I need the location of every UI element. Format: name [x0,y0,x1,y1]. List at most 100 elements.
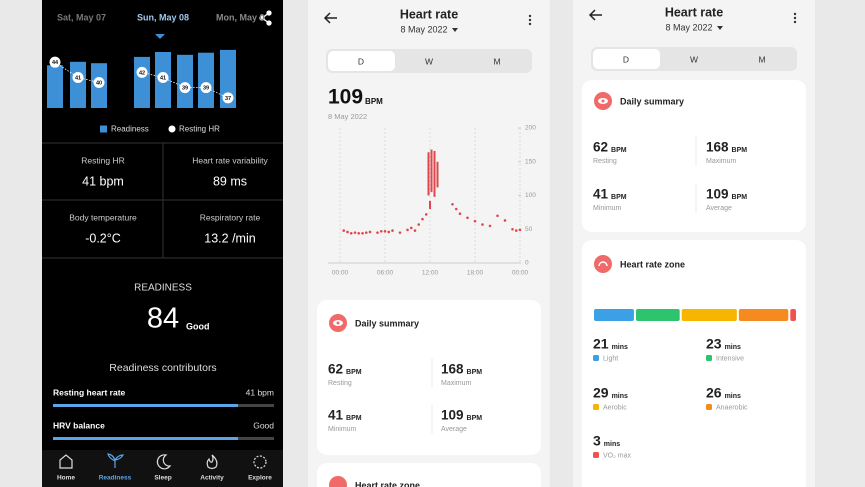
share-icon[interactable] [259,10,272,26]
y-tick-label: 0 [525,260,529,267]
hr-point [466,216,469,220]
stat-label: Resting HR [81,155,124,165]
nav-label[interactable]: Home [57,475,75,482]
selected-day-marker [155,34,165,39]
date: Sat, May 07 [57,12,106,22]
readiness-rating: Good [186,321,210,331]
menu-dot [528,18,532,22]
stat-label: Average [441,426,467,433]
zone-minutes: 3 [593,433,601,449]
screen-date: 8 May 2022 [400,24,447,34]
dropdown-caret[interactable] [452,28,458,32]
tab[interactable]: M [493,56,500,66]
back-arrow[interactable] [588,9,602,21]
zone-minutes: 21 [593,336,609,352]
stat-unit: BPM [732,147,748,154]
hr-point [383,229,387,233]
tab[interactable]: M [758,54,765,64]
activity-icon[interactable] [206,454,218,470]
zone-unit: mins [612,344,628,351]
hr-point [518,228,522,232]
zone-card [582,240,806,487]
stat-unit: BPM [611,147,627,154]
stat-label: Minimum [593,205,622,212]
stat-label: Resting [593,158,617,165]
stat-label: Heart rate variability [192,155,268,165]
gauge [598,261,608,267]
resting-hr-label: 41 [75,75,81,81]
stat-value: 41 bpm [82,174,124,188]
share-dot [266,10,272,16]
readiness-bar [177,54,193,108]
stat-value: -0.2°C [85,231,121,245]
hr-range [427,152,430,196]
card-title: Daily summary [620,96,684,106]
x-tick-label: 06:00 [377,270,394,277]
readiness-bar [198,52,214,108]
nav-label[interactable]: Activity [200,475,224,482]
x-tick-label: 12:00 [422,270,439,277]
nav-label[interactable]: Explore [248,475,272,482]
home-icon[interactable] [59,454,73,469]
screen-date: 8 May 2022 [665,22,712,32]
zone-label: Light [603,355,618,362]
stat-label: Maximum [706,158,737,165]
y-tick-label: 100 [525,192,536,199]
stat-value: 109 [706,187,729,202]
nav-label[interactable]: Readiness [99,475,132,482]
tab[interactable]: D [358,56,364,66]
stat-unit: BPM [346,369,362,376]
card-title: Daily summary [355,318,419,328]
menu-dot[interactable] [793,12,797,16]
resting-hr-dot [157,71,169,83]
tab[interactable]: W [690,54,698,64]
hr-point [409,226,413,230]
hr-point [451,202,454,206]
legend-label: Readiness [111,125,149,134]
hr-point [511,227,514,231]
screen-title: Heart rate [400,7,458,21]
stat-label: Average [706,205,732,212]
share-dot [266,20,272,26]
legend-swatch [168,125,176,133]
back-arrow[interactable] [323,12,337,24]
menu-dot[interactable] [528,14,532,18]
legend-swatch [100,125,107,133]
nav-icons [59,453,267,470]
hr-point [361,232,364,235]
nav-label[interactable]: Sleep [154,475,171,482]
resting-hr-label: 39 [182,86,188,92]
current-unit: BPM [365,97,383,106]
stat-value: 168 [706,140,729,155]
dropdown-caret[interactable] [717,26,723,30]
menu-dot [793,16,797,20]
hr-point [357,232,361,235]
date: Mon, May 0 [216,12,265,22]
tab[interactable]: D [623,54,629,64]
tab-selected[interactable] [593,49,660,69]
hr-point [473,219,477,223]
explore-icon[interactable] [253,455,267,469]
tab[interactable]: W [425,56,433,66]
readiness-icon[interactable] [107,453,124,468]
stat-value: 89 ms [213,174,247,188]
readiness-bar [47,65,63,108]
hr-point [406,228,409,232]
stat-value: 41 [593,187,609,202]
middle-header-icons [323,9,602,24]
tab-selected[interactable] [328,51,395,71]
y-tick-label: 50 [525,226,533,233]
zone-label: Intensive [716,355,744,362]
zone-label: Aerobic [603,404,627,411]
stat-unit: BPM [611,194,627,201]
stat-value: 41 [328,408,344,423]
pupil [601,99,605,103]
sleep-icon[interactable] [156,454,172,470]
zone-dot [593,355,599,361]
stat-unit: BPM [467,415,483,422]
zone-segment [738,309,789,321]
stat-unit: BPM [732,194,748,201]
resting-hr-dot [222,92,234,104]
